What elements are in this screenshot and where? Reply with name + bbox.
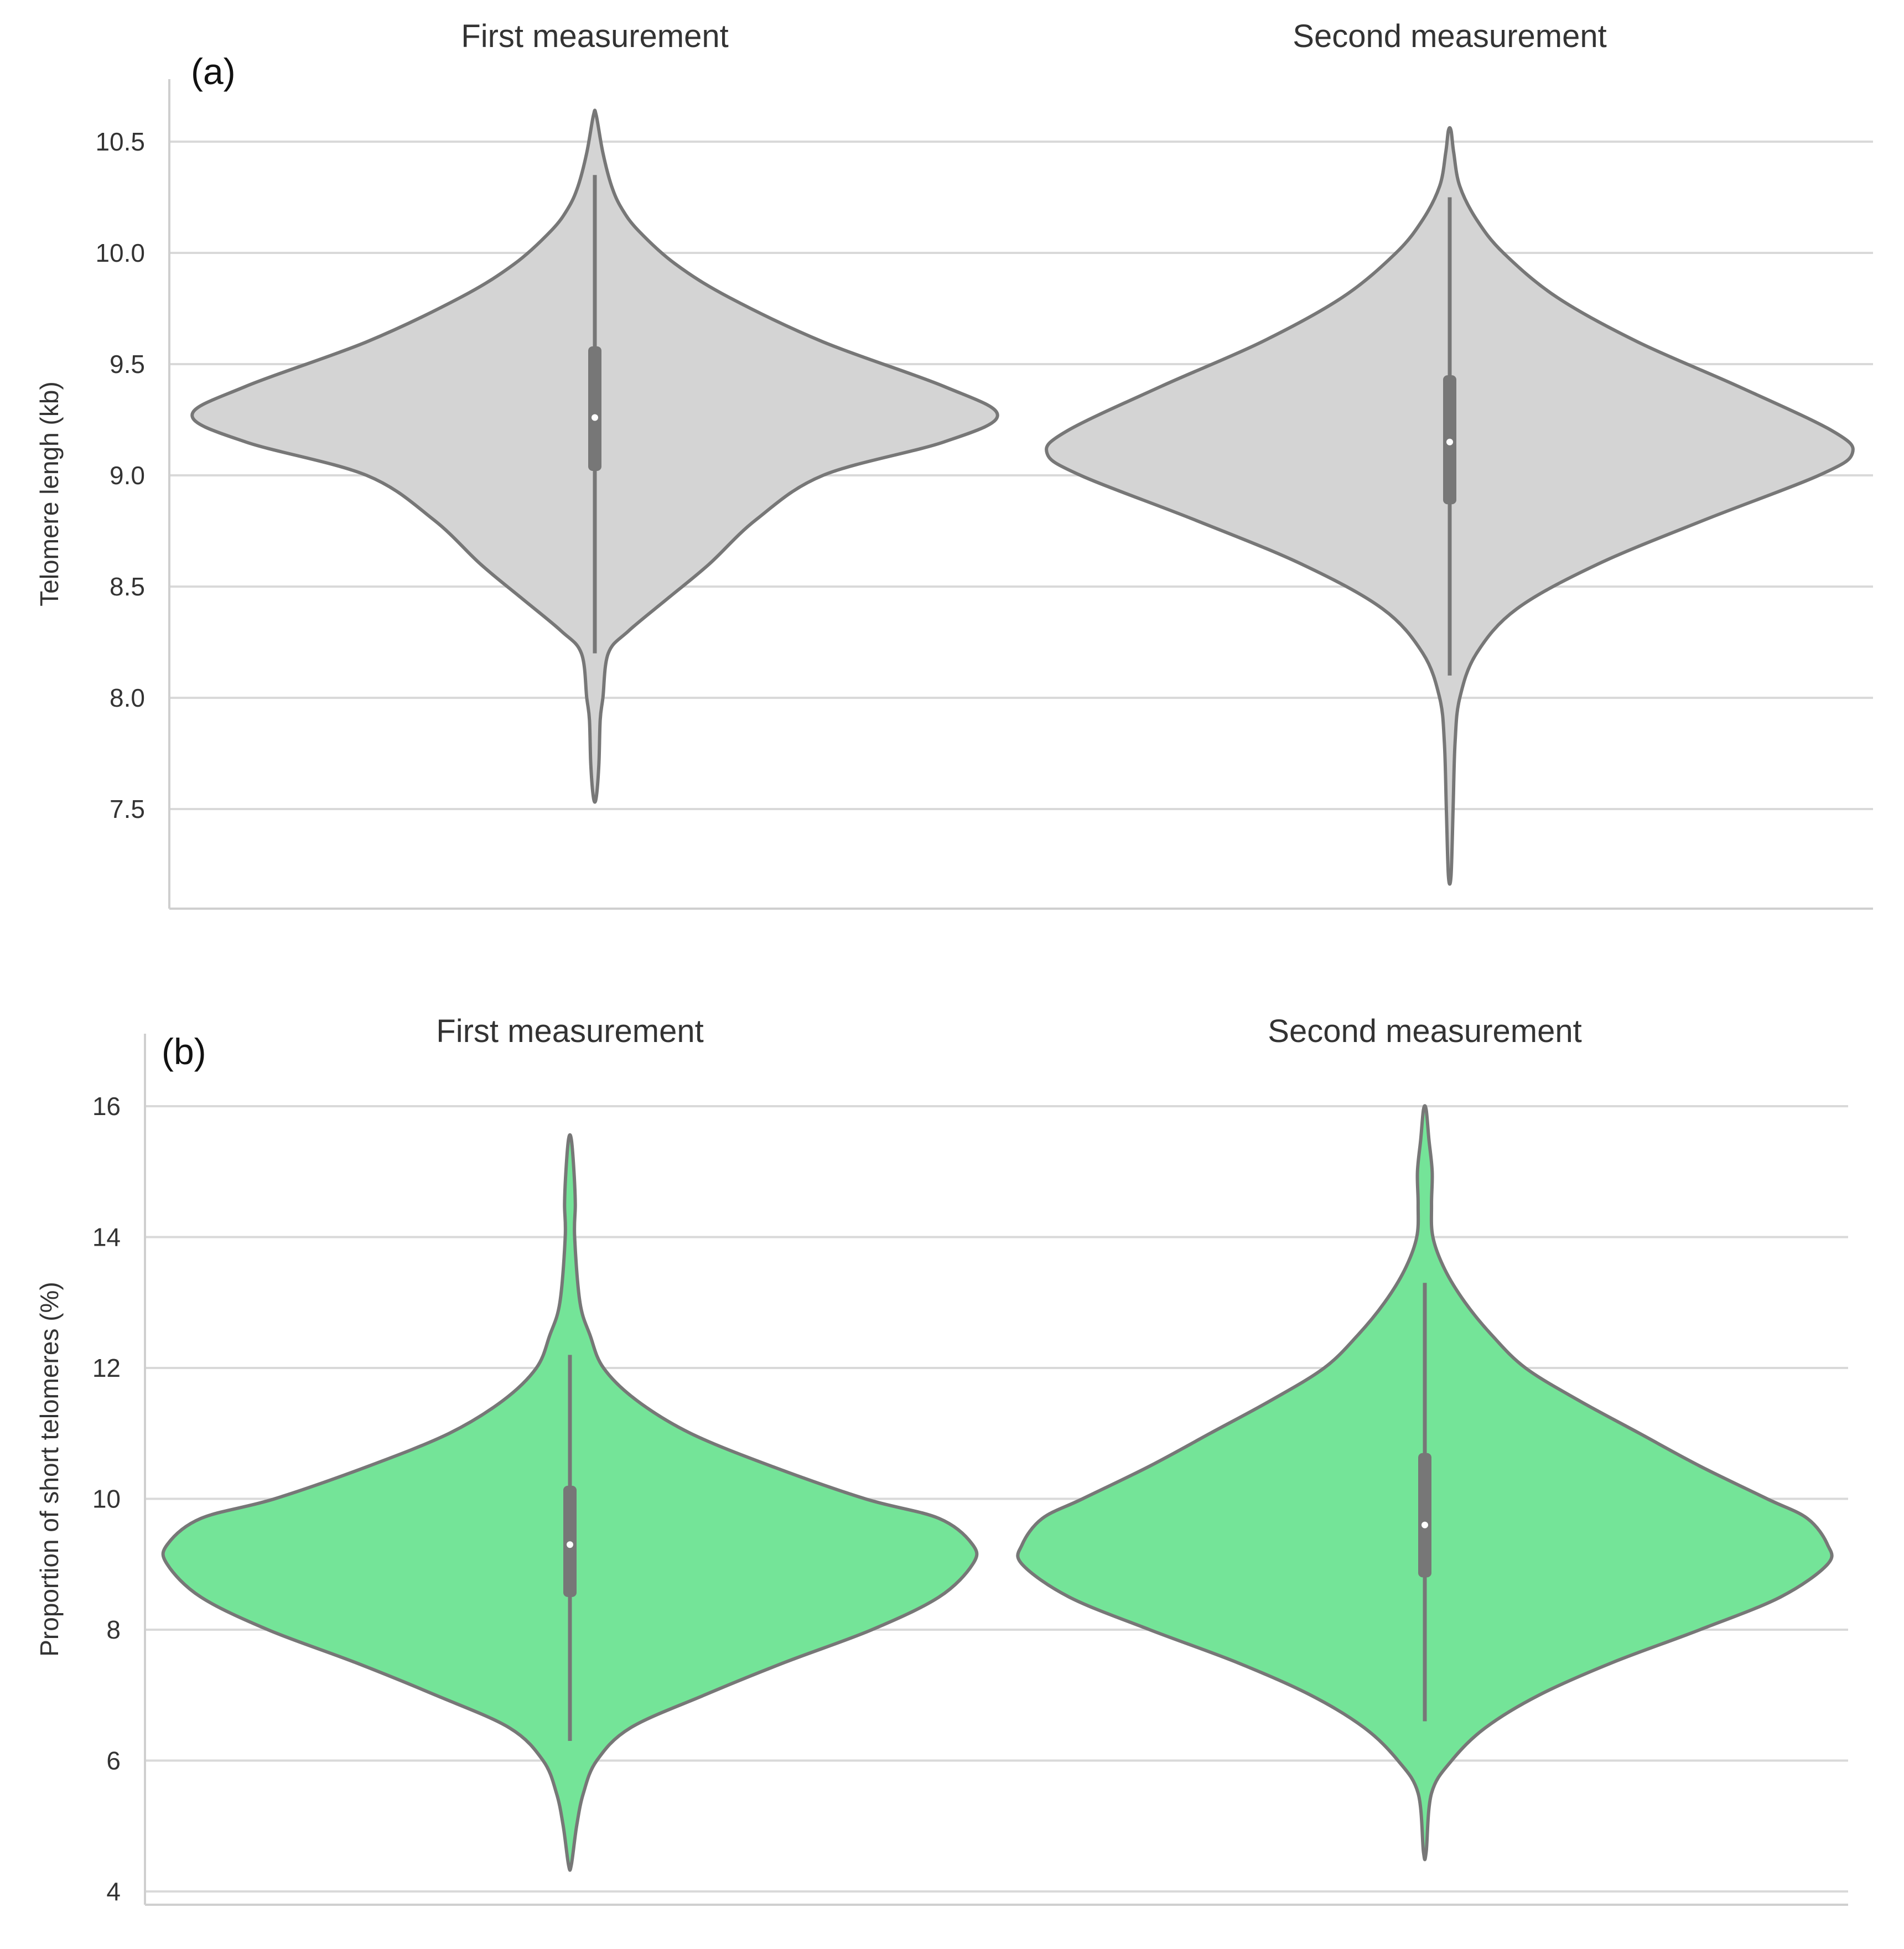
facet-title: First measurement [461, 18, 728, 54]
y-tick-label: 8.0 [110, 683, 145, 712]
facet-title: First measurement [436, 1013, 703, 1049]
violin-median-dot [1446, 438, 1453, 445]
facet-title: Second measurement [1293, 18, 1606, 54]
y-tick-label: 7.5 [110, 795, 145, 823]
panel-label: (a) [191, 51, 236, 92]
y-tick-label: 16 [92, 1092, 121, 1121]
violin-median-dot [1421, 1521, 1428, 1528]
y-tick-label: 8.5 [110, 572, 145, 601]
violin-iqr-box [1418, 1453, 1431, 1578]
y-tick-label: 10.0 [95, 239, 145, 267]
panel-a: 7.5 8.0 8.5 9.0 9.5 10.0 10.5 Telomere lengh (k… [35, 18, 1873, 910]
y-tick-label: 14 [92, 1223, 121, 1252]
violin-median-dot [567, 1541, 573, 1548]
y-axis-label: Telomere lengh (kb) [35, 381, 64, 607]
y-tick-label: 12 [92, 1354, 121, 1382]
panel-label: (b) [162, 1031, 206, 1072]
y-tick-label: 9.5 [110, 350, 145, 379]
y-axis-label: Proportion of short telomeres (%) [35, 1282, 64, 1657]
y-tick-label: 4 [106, 1877, 121, 1906]
panel-b: 4 6 8 10 12 14 16 Proportion of short telomeres… [35, 1013, 1848, 1906]
violin-iqr-box [588, 346, 601, 471]
violin-median-dot [592, 414, 598, 421]
y-tick-label: 10.5 [95, 127, 145, 156]
y-tick-label: 8 [106, 1615, 121, 1644]
facet-title: Second measurement [1268, 1013, 1581, 1049]
y-tick-label: 6 [106, 1746, 121, 1775]
y-tick-label: 9.0 [110, 461, 145, 490]
y-tick-label: 10 [92, 1485, 121, 1513]
